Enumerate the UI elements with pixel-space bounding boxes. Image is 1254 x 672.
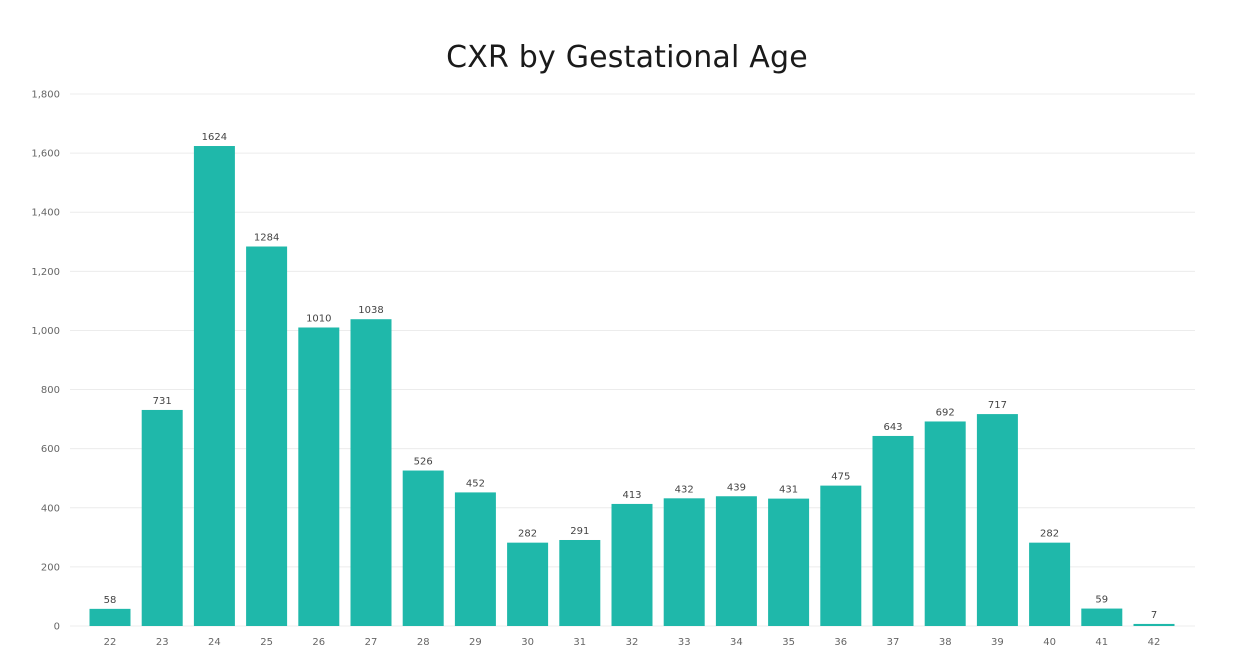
bar bbox=[350, 319, 392, 626]
bar bbox=[1029, 542, 1071, 626]
bar bbox=[454, 492, 496, 626]
bar bbox=[1081, 608, 1123, 626]
bar bbox=[298, 327, 340, 626]
data-label: 7 bbox=[1151, 610, 1157, 621]
x-tick-label: 24 bbox=[208, 637, 221, 648]
data-label: 282 bbox=[1040, 529, 1059, 540]
x-tick-label: 25 bbox=[260, 637, 273, 648]
x-tick-label: 22 bbox=[104, 637, 117, 648]
bar bbox=[89, 608, 131, 626]
data-label: 282 bbox=[518, 529, 537, 540]
y-tick-label: 1,400 bbox=[31, 208, 60, 219]
data-label: 475 bbox=[831, 472, 850, 483]
chart-title: CXR by Gestational Age bbox=[446, 40, 808, 75]
x-tick-label: 28 bbox=[417, 637, 430, 648]
x-tick-label: 36 bbox=[834, 637, 847, 648]
data-label: 413 bbox=[622, 490, 641, 501]
y-tick-label: 400 bbox=[41, 503, 60, 514]
data-label: 731 bbox=[153, 396, 172, 407]
y-tick-label: 1,000 bbox=[31, 326, 60, 337]
data-label: 1624 bbox=[202, 132, 227, 143]
bar bbox=[611, 503, 653, 626]
x-tick-label: 40 bbox=[1043, 637, 1056, 648]
x-tick-label: 31 bbox=[573, 637, 586, 648]
data-label: 643 bbox=[883, 422, 902, 433]
x-tick-label: 38 bbox=[939, 637, 952, 648]
x-tick-label: 30 bbox=[521, 637, 534, 648]
x-tick-label: 23 bbox=[156, 637, 169, 648]
data-label: 59 bbox=[1095, 595, 1108, 606]
bar bbox=[768, 498, 810, 626]
x-tick-label: 26 bbox=[312, 637, 325, 648]
data-label: 452 bbox=[466, 478, 485, 489]
data-label: 291 bbox=[570, 526, 589, 537]
data-label: 717 bbox=[988, 400, 1007, 411]
data-label: 526 bbox=[414, 457, 433, 468]
x-tick-label: 41 bbox=[1095, 637, 1108, 648]
x-tick-label: 35 bbox=[782, 637, 795, 648]
y-tick-label: 1,800 bbox=[31, 90, 60, 101]
data-label: 439 bbox=[727, 482, 746, 493]
bar bbox=[193, 146, 235, 627]
data-label: 1010 bbox=[306, 313, 331, 324]
data-label: 1038 bbox=[358, 305, 383, 316]
bar bbox=[872, 435, 914, 626]
y-tick-label: 800 bbox=[41, 385, 60, 396]
bar bbox=[507, 542, 549, 626]
bar bbox=[402, 470, 444, 626]
bar bbox=[141, 409, 183, 626]
y-tick-label: 0 bbox=[54, 622, 60, 633]
y-tick-label: 1,200 bbox=[31, 267, 60, 278]
x-tick-label: 37 bbox=[887, 637, 900, 648]
bar bbox=[1133, 623, 1175, 626]
data-label: 1284 bbox=[254, 233, 279, 244]
data-label: 58 bbox=[104, 595, 117, 606]
bar bbox=[820, 485, 862, 626]
bar bbox=[976, 414, 1018, 626]
bar bbox=[559, 539, 601, 626]
y-tick-label: 1,600 bbox=[31, 149, 60, 160]
x-tick-label: 42 bbox=[1148, 637, 1161, 648]
y-tick-label: 200 bbox=[41, 562, 60, 573]
x-tick-label: 32 bbox=[626, 637, 639, 648]
bar bbox=[715, 496, 757, 626]
data-label: 692 bbox=[936, 407, 955, 418]
x-tick-label: 27 bbox=[365, 637, 378, 648]
bar bbox=[246, 246, 288, 627]
bar bbox=[924, 421, 966, 626]
x-tick-label: 33 bbox=[678, 637, 691, 648]
x-tick-label: 39 bbox=[991, 637, 1004, 648]
bar bbox=[663, 498, 705, 626]
data-label: 432 bbox=[675, 484, 694, 495]
y-tick-label: 600 bbox=[41, 444, 60, 455]
x-tick-label: 29 bbox=[469, 637, 482, 648]
x-tick-label: 34 bbox=[730, 637, 743, 648]
data-label: 431 bbox=[779, 485, 798, 496]
